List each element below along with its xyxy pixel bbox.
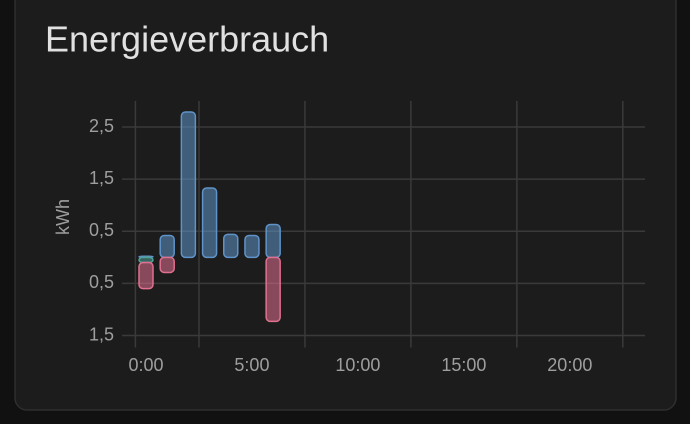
y-tick-label: 1,5 [89, 324, 114, 344]
bar [159, 256, 175, 274]
bar [180, 111, 197, 259]
bar [159, 234, 175, 259]
y-axis-label: kWh [53, 199, 73, 235]
bar [201, 187, 218, 259]
x-tick-label: 0:00 [128, 355, 163, 375]
x-tick-label: 5:00 [234, 355, 269, 375]
bar [223, 233, 239, 259]
chart-title: Energieverbrauch [45, 19, 329, 60]
bar [138, 261, 154, 290]
y-tick-label: 2,5 [89, 116, 114, 136]
x-tick-label: 15:00 [441, 355, 486, 375]
y-tick-label: 0,5 [89, 220, 114, 240]
y-tick-label: 1,5 [89, 168, 114, 188]
card [14, 0, 677, 411]
y-tick-label: 0,5 [89, 272, 114, 292]
x-tick-label: 20:00 [547, 355, 592, 375]
x-tick-label: 10:00 [335, 355, 380, 375]
bar [138, 256, 154, 264]
bar [265, 223, 281, 259]
bar [244, 234, 260, 259]
bar [265, 256, 281, 323]
